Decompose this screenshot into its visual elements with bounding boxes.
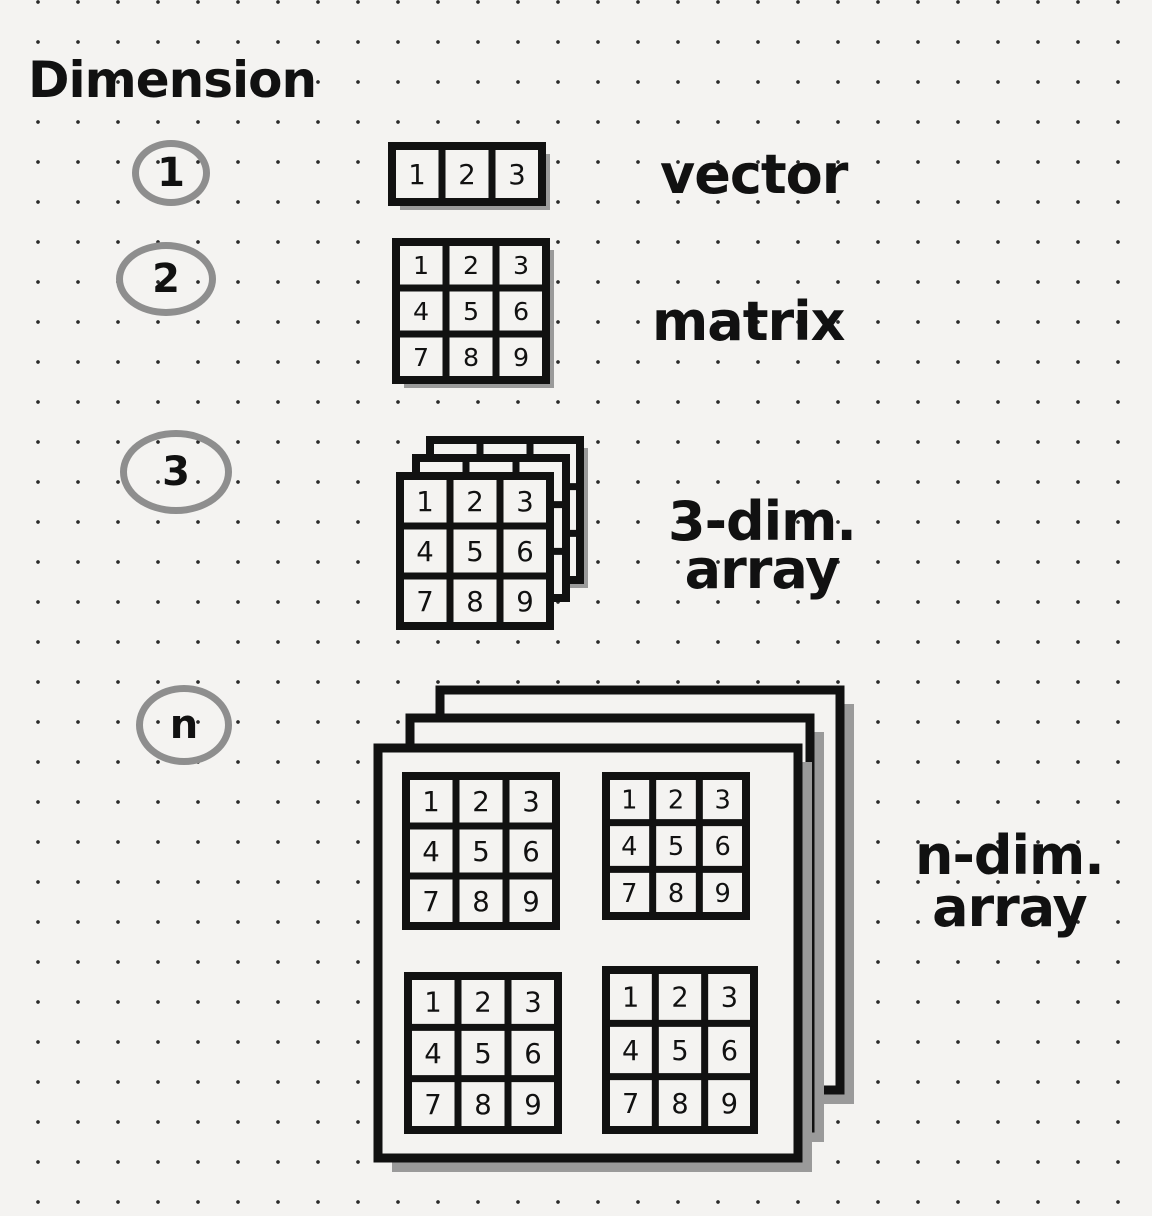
ndim-grid-bottom-right-cell: 9 [721, 1089, 738, 1120]
ndim-grid-top-left-cell: 2 [472, 786, 490, 818]
dimension-1-circle: 1 [132, 140, 210, 206]
ndim-grid-top-right-cell: 9 [715, 879, 731, 909]
vector-grid-cell: 1 [408, 159, 426, 191]
ndim-grid-bottom-right-frame [602, 966, 758, 1134]
ndim-grid-bottom-left-cell: 9 [524, 1089, 542, 1121]
matrix-grid-cell: 2 [463, 251, 479, 280]
ndim-grid-bottom-left-cell: 7 [424, 1089, 442, 1121]
array3-front-grid-cell: 3 [516, 486, 534, 518]
ndim-grid-top-left-cell: 1 [422, 786, 440, 818]
ndim-grid-bottom-left-cell: 8 [474, 1089, 492, 1121]
ndim-grid-top-right: 1 2 3 4 5 6 7 8 9 [602, 772, 750, 920]
matrix-grid-cell: 8 [463, 343, 479, 372]
ndim-grid-bottom-right-cell: 2 [671, 982, 688, 1013]
ndim-grid-bottom-left-frame [404, 972, 562, 1134]
ndim-grid-top-right-cell: 7 [621, 879, 637, 909]
vector-label: vector [660, 143, 848, 206]
ndim-grid-bottom-left-cell: 3 [524, 987, 542, 1019]
array3-front-grid-cell: 8 [466, 586, 484, 618]
ndim-grid-top-right-cell: 3 [715, 786, 731, 816]
matrix-grid-cell: 5 [463, 297, 479, 326]
ndim-grid-bottom-left: 1 2 3 4 5 6 7 8 9 [404, 972, 562, 1134]
array3-front-grid-cell: 4 [416, 536, 434, 568]
ndim-grid-bottom-left-cell: 4 [424, 1038, 442, 1070]
ndim-grid-bottom-right-cell: 7 [622, 1089, 639, 1120]
dimension-2-circle: 2 [116, 242, 216, 316]
ndim-grid-top-left-cell: 5 [472, 836, 490, 868]
ndim-grid-bottom-right-cell: 6 [721, 1036, 738, 1067]
matrix-grid-cell: 3 [513, 251, 529, 280]
page-title: Dimension [28, 51, 317, 109]
vector-grid-cell: 2 [458, 159, 476, 191]
vector-grid-cell: 3 [508, 159, 526, 191]
ndim-grid-top-right-cell: 4 [621, 832, 637, 862]
ndim-grid-bottom-left-cell: 1 [424, 987, 442, 1019]
ndim-grid-bottom-left-cell: 2 [474, 987, 492, 1019]
ndim-grid-top-left-cell: 6 [522, 836, 540, 868]
array3-front-grid-frame [396, 472, 554, 630]
array3-front-grid-cell: 2 [466, 486, 484, 518]
three-dim-array-label: 3-dim. array [668, 490, 857, 601]
ndim-grid-bottom-right-cell: 5 [671, 1036, 688, 1067]
ndim-grid-top-right-cell: 8 [668, 879, 684, 909]
three-dim-label-line2: array [684, 538, 841, 601]
three-dim-label-line1: 3-dim. [668, 490, 857, 553]
dimension-n-circle: n [136, 685, 232, 765]
ndim-grid-top-left: 1 2 3 4 5 6 7 8 9 [402, 772, 560, 930]
n-dim-array-label: n-dim. array [915, 824, 1105, 939]
matrix-grid-frame [392, 238, 550, 384]
matrix-grid-cell: 1 [413, 251, 429, 280]
n-dim-label-line1: n-dim. [915, 824, 1105, 887]
ndim-grid-bottom-right-cell: 4 [622, 1036, 639, 1067]
vector-grid-frame [388, 142, 546, 206]
array3-front-grid-cell: 5 [466, 536, 484, 568]
ndim-grid-bottom-left-cell: 6 [524, 1038, 542, 1070]
array3-front-grid-cell: 1 [416, 486, 434, 518]
n-dim-label-line2: array [932, 876, 1088, 939]
ndim-grid-top-right-cell: 1 [621, 786, 637, 816]
matrix-grid: 1 2 3 4 5 6 7 8 9 [392, 238, 554, 388]
ndim-grid-top-left-cell: 8 [472, 886, 490, 918]
ndim-grid-bottom-left-cell: 5 [474, 1038, 492, 1070]
array3-front-grid: 1 2 3 4 5 6 7 8 9 [396, 472, 554, 630]
matrix-grid-cell: 7 [413, 343, 429, 372]
ndim-grid-top-right-cell: 2 [668, 786, 684, 816]
ndim-grid-top-left-cell: 3 [522, 786, 540, 818]
matrix-grid-cell: 4 [413, 297, 429, 326]
ndim-grid-top-left-cell: 7 [422, 886, 440, 918]
array3-front-grid-cell: 9 [516, 586, 534, 618]
ndim-grid-bottom-right: 1 2 3 4 5 6 7 8 9 [602, 966, 758, 1134]
ndim-grid-top-left-cell: 4 [422, 836, 440, 868]
ndim-grid-bottom-right-cell: 1 [622, 982, 639, 1013]
matrix-grid-cell: 6 [513, 297, 529, 326]
ndim-grid-bottom-right-cell: 3 [721, 982, 738, 1013]
ndim-grid-top-left-frame [402, 772, 560, 930]
ndim-grid-top-right-frame [602, 772, 750, 920]
ndim-grid-bottom-right-cell: 8 [671, 1089, 688, 1120]
matrix-grid-cell: 9 [513, 343, 529, 372]
matrix-label: matrix [652, 290, 845, 353]
ndim-grid-top-right-cell: 5 [668, 832, 684, 862]
dimension-3-circle: 3 [120, 430, 232, 514]
array3-front-grid-cell: 6 [516, 536, 534, 568]
ndim-grid-top-right-cell: 6 [715, 832, 731, 862]
array3-front-grid-cell: 7 [416, 586, 434, 618]
ndim-grid-top-left-cell: 9 [522, 886, 540, 918]
